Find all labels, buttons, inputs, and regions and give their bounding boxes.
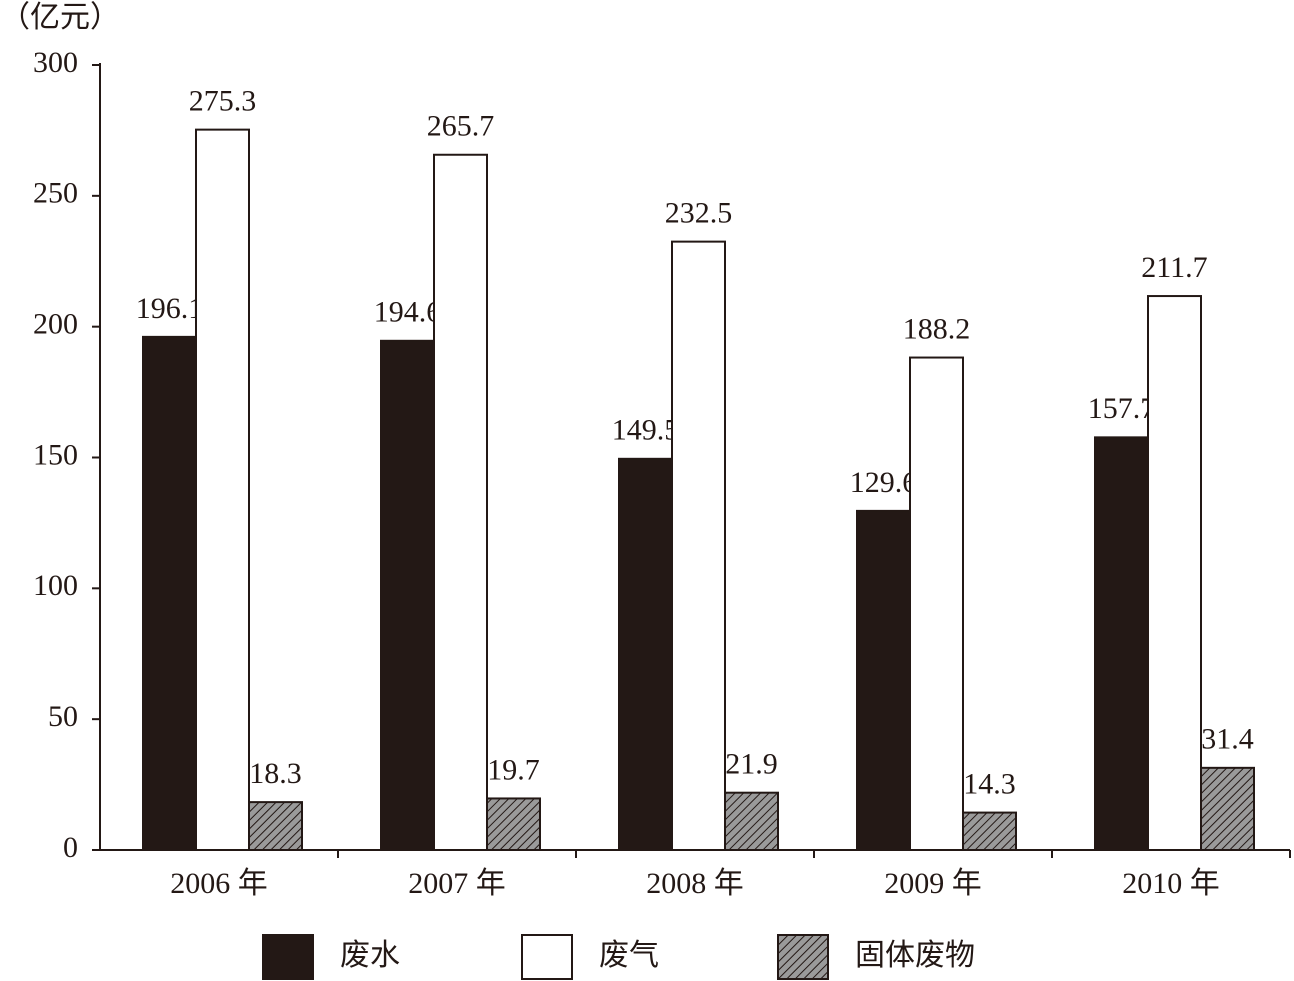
bar [909, 356, 964, 851]
bar [1200, 766, 1255, 851]
x-tick-label: 2010 年 [1122, 867, 1220, 900]
x-tick-label: 2007 年 [408, 867, 506, 900]
bar [1147, 295, 1202, 851]
x-tick-label: 2009 年 [884, 867, 982, 900]
value-label: 157.7 [1088, 392, 1156, 425]
value-label: 265.7 [427, 110, 495, 143]
value-label: 149.5 [612, 414, 680, 447]
value-label: 232.5 [665, 197, 733, 230]
bar [724, 791, 779, 852]
y-tick-label: 50 [48, 700, 78, 733]
y-tick-label: 0 [63, 831, 78, 864]
bar [671, 240, 726, 851]
value-label: 275.3 [189, 85, 257, 118]
value-label: 14.3 [963, 767, 1016, 800]
y-tick-label: 200 [33, 308, 78, 341]
y-axis-label: （亿元） [0, 1, 120, 34]
legend-swatch [777, 934, 829, 980]
bar [486, 797, 541, 851]
y-tick-label: 100 [33, 569, 78, 602]
value-label: 188.2 [903, 312, 971, 345]
bar [962, 811, 1017, 851]
legend-label: 废气 [599, 939, 659, 972]
value-label: 196.1 [136, 292, 204, 325]
y-tick-label: 150 [33, 438, 78, 471]
legend-label: 固体废物 [855, 939, 975, 972]
value-label: 194.6 [374, 296, 442, 329]
legend-swatch [521, 934, 573, 980]
x-tick-label: 2006 年 [170, 867, 268, 900]
bar [142, 335, 197, 852]
value-label: 18.3 [249, 757, 302, 790]
value-label: 31.4 [1201, 723, 1254, 756]
x-tick-label: 2008 年 [646, 867, 744, 900]
value-label: 211.7 [1141, 251, 1207, 284]
bar [856, 509, 911, 851]
bar [618, 457, 673, 851]
bar [1094, 436, 1149, 851]
bar [195, 128, 250, 852]
legend-label: 废水 [340, 939, 400, 972]
value-label: 129.6 [850, 466, 918, 499]
y-tick-label: 300 [33, 46, 78, 79]
bar [380, 339, 435, 851]
value-label: 19.7 [487, 753, 540, 786]
bar [433, 153, 488, 852]
legend-swatch [262, 934, 314, 980]
bar [248, 801, 303, 851]
y-tick-label: 250 [33, 177, 78, 210]
value-label: 21.9 [725, 748, 778, 781]
